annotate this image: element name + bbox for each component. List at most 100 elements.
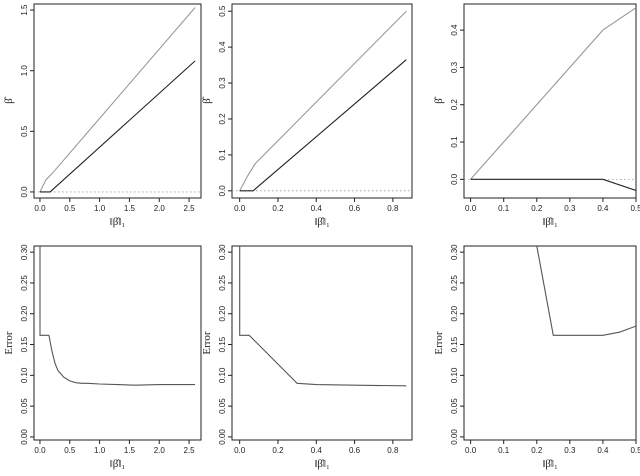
y-tick-label: 0.1 [218, 149, 227, 161]
y-tick-label: 0.00 [450, 429, 459, 445]
x-tick-label: 0.0 [34, 446, 46, 455]
y-tick-label: 0.0 [218, 185, 227, 197]
y-tick-label: 0.20 [218, 305, 227, 321]
y-axis-label: β̂ [201, 96, 213, 104]
x-tick-label: 0.1 [498, 446, 510, 455]
plot-frame [33, 3, 202, 199]
x-axis-label: ‖β̂‖₁ [110, 458, 126, 470]
y-tick-label: 0.5 [20, 125, 29, 137]
plot-frame [463, 3, 637, 199]
x-tick-label: 2.0 [154, 446, 166, 455]
y-tick-label: 1.5 [20, 4, 29, 16]
y-tick-label: 0.15 [450, 336, 459, 352]
series-line-1 [39, 246, 195, 386]
x-tick-label: 0.6 [349, 204, 361, 213]
chart-panel-2: 0.0 0.2 0.4 0.6 0.8 0.0 0.1 0.2 0.3 0.4 0.5 ‖β̂‖₁ β̂ [201, 3, 413, 228]
y-tick-label: 0.25 [218, 275, 227, 291]
plot-frame [231, 3, 413, 199]
y-tick-label: 0.00 [218, 429, 227, 445]
x-tick-label: 0.5 [630, 446, 640, 455]
x-tick-label: 0.1 [498, 204, 510, 213]
x-tick-label: 2.0 [154, 204, 166, 213]
y-tick-label: 0.05 [450, 398, 459, 414]
y-tick-label: 0.10 [450, 367, 459, 383]
y-tick-label: 0.25 [20, 275, 29, 291]
x-tick-label: 0.0 [34, 204, 46, 213]
series-line-2 [239, 59, 407, 192]
y-tick-label: 0.3 [450, 61, 459, 73]
y-tick-label: 0.4 [450, 24, 459, 36]
series-line-1 [239, 246, 407, 387]
x-tick-label: 0.2 [272, 204, 284, 213]
chart-panel-1: 0.0 0.5 1.0 1.5 2.0 2.5 0.0 0.5 1.0 1.5 ‖β̂‖₁ β̂ [3, 3, 202, 228]
x-tick-label: 0.0 [234, 204, 246, 213]
y-axis-label: Error [201, 331, 213, 355]
x-tick-label: 0.0 [465, 204, 477, 213]
y-tick-label: 0.10 [218, 367, 227, 383]
x-tick-label: 0.4 [311, 204, 323, 213]
y-axis-label: Error [3, 331, 15, 355]
y-tick-label: 0.2 [450, 99, 459, 111]
y-tick-label: 0.05 [20, 398, 29, 414]
chart-panel-5: 0.0 0.2 0.4 0.6 0.8 0.00 0.05 0.10 0.15 0.20 0.25 0… [201, 244, 413, 470]
y-tick-label: 0.30 [218, 244, 227, 260]
x-tick-label: 2.5 [184, 446, 196, 455]
x-tick-label: 0.5 [64, 204, 76, 213]
x-tick-label: 0.8 [387, 446, 399, 455]
x-tick-label: 0.0 [234, 446, 246, 455]
series-line-2 [40, 60, 196, 193]
y-tick-label: 0.20 [450, 305, 459, 321]
x-tick-label: 0.2 [272, 446, 284, 455]
y-tick-label: 0.05 [218, 398, 227, 414]
series-line-1 [536, 246, 636, 336]
plot-frame [463, 245, 637, 441]
x-tick-label: 0.4 [311, 446, 323, 455]
y-tick-label: 0.15 [20, 336, 29, 352]
plot-frame [231, 245, 413, 441]
y-tick-label: 0.4 [218, 41, 227, 53]
x-axis-label: ‖β̂‖₁ [542, 458, 558, 470]
x-tick-label: 0.5 [630, 204, 640, 213]
x-tick-label: 1.5 [124, 204, 136, 213]
x-tick-label: 2.5 [184, 204, 196, 213]
series-line-1 [470, 7, 636, 180]
y-tick-label: 0.15 [218, 336, 227, 352]
x-tick-label: 0.4 [597, 446, 609, 455]
y-tick-label: 0.1 [450, 136, 459, 148]
y-tick-label: 1.0 [20, 65, 29, 77]
x-tick-label: 0.2 [531, 204, 543, 213]
chart-panel-4: 0.0 0.5 1.0 1.5 2.0 2.5 0.00 0.05 0.10 0.15 0.20 0.… [3, 244, 202, 470]
x-tick-label: 0.4 [597, 204, 609, 213]
y-axis-label: β̂ [433, 96, 445, 104]
series-line-1 [39, 7, 196, 193]
x-tick-label: 0.2 [531, 446, 543, 455]
y-tick-label: 0.2 [218, 113, 227, 125]
y-tick-label: 0.0 [20, 186, 29, 198]
y-tick-label: 0.5 [218, 5, 227, 17]
x-tick-label: 1.0 [94, 204, 106, 213]
x-tick-label: 0.5 [64, 446, 76, 455]
y-tick-label: 0.20 [20, 305, 29, 321]
x-tick-label: 0.3 [564, 204, 576, 213]
x-axis-label: ‖β̂‖₁ [314, 458, 330, 470]
x-tick-label: 0.8 [387, 204, 399, 213]
x-tick-label: 1.0 [94, 446, 106, 455]
y-tick-label: 0.25 [450, 275, 459, 291]
x-axis-label: ‖β̂‖₁ [542, 216, 558, 228]
y-tick-label: 0.30 [450, 244, 459, 260]
y-tick-label: 0.10 [20, 367, 29, 383]
y-axis-label: β̂ [3, 96, 15, 104]
chart-panel-3: 0.0 0.1 0.2 0.3 0.4 0.5 0.0 0.1 0.2 0.3 0.4 ‖β̂‖₁ β̂ [433, 3, 640, 228]
x-tick-label: 0.6 [349, 446, 361, 455]
y-tick-label: 0.0 [450, 173, 459, 185]
x-tick-label: 0.3 [564, 446, 576, 455]
y-tick-label: 0.30 [20, 244, 29, 260]
y-tick-label: 0.3 [218, 77, 227, 89]
chart-panel-6: 0.0 0.1 0.2 0.3 0.4 0.5 0.00 0.05 0.10 0.15 0.20 0.… [433, 244, 640, 470]
x-tick-label: 1.5 [124, 446, 136, 455]
y-axis-label: Error [433, 331, 445, 355]
series-line-1 [239, 10, 407, 192]
x-axis-label: ‖β̂‖₁ [110, 216, 126, 228]
x-axis-label: ‖β̂‖₁ [314, 216, 330, 228]
